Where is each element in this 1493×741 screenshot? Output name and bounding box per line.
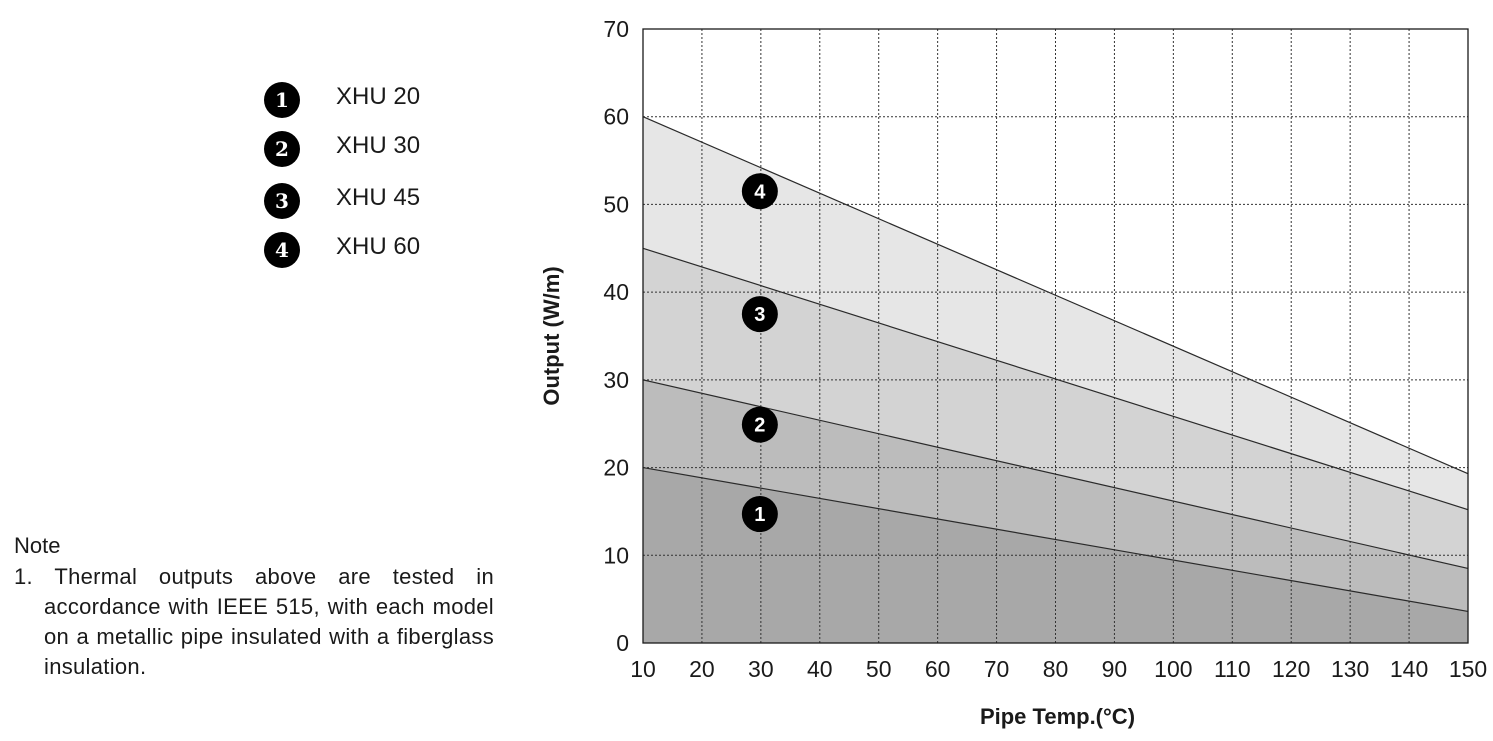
- series-marker-label-2: 2: [754, 415, 765, 437]
- legend-label-xhu-60: XHU 60: [336, 233, 421, 260]
- series-marker-2: [741, 406, 778, 443]
- x-tick-label: 120: [1272, 656, 1310, 682]
- x-tick-label: 80: [1043, 656, 1069, 682]
- series-marker-label-1: 1: [754, 504, 765, 526]
- legend-badge-1: 1: [264, 82, 300, 118]
- series-marker-1: [741, 496, 778, 533]
- plot-border: [642, 28, 1469, 644]
- chart-grid: [643, 29, 1468, 643]
- y-tick-label: 0: [616, 630, 629, 656]
- x-tick-label: 10: [630, 656, 656, 682]
- series-marker-4: [741, 173, 778, 210]
- legend-label-xhu-30: XHU 30: [336, 132, 421, 159]
- legend-item-xhu-45: 3 XHU 45: [264, 181, 464, 219]
- series-marker-label-4: 4: [754, 181, 766, 203]
- x-tick-label: 100: [1154, 656, 1192, 682]
- series-marker-3: [741, 296, 778, 333]
- x-tick-label: 130: [1331, 656, 1369, 682]
- series-line-4: [642, 116, 1469, 475]
- x-tick-label: 110: [1214, 656, 1251, 682]
- legend-item-xhu-60: 4 XHU 60: [264, 230, 464, 268]
- y-tick-label: 40: [603, 279, 629, 305]
- legend-badge-2: 2: [264, 131, 300, 167]
- series-line-2: [642, 379, 1469, 570]
- x-tick-label: 30: [748, 656, 774, 682]
- legend-item-xhu-20: 1 XHU 20: [264, 80, 464, 118]
- chart-series-lines: [642, 116, 1469, 613]
- note-title: Note: [14, 533, 61, 558]
- series-line-3: [642, 247, 1469, 511]
- y-tick-label: 70: [603, 16, 629, 42]
- x-tick-label: 150: [1449, 656, 1487, 682]
- y-tick-label: 60: [603, 104, 629, 130]
- y-tick-labels: 0 10 20 30 40 50 60 70: [603, 16, 629, 656]
- y-tick-label: 50: [603, 191, 629, 217]
- legend-item-xhu-30: 2 XHU 30: [264, 129, 464, 167]
- y-tick-label: 20: [603, 455, 629, 481]
- y-axis-title: Output (W/m): [539, 266, 564, 405]
- legend-label-xhu-20: XHU 20: [336, 83, 421, 110]
- legend-badge-4: 4: [264, 232, 300, 268]
- series-line-1: [642, 466, 1469, 613]
- x-tick-label: 70: [984, 656, 1010, 682]
- note-text: 1. Thermal outputs above are tested in a…: [14, 564, 494, 679]
- legend: 1 XHU 20 2 XHU 30 3 XHU 45 4 XHU 60: [264, 80, 464, 270]
- note: Note 1. Thermal outputs above are tested…: [14, 532, 494, 682]
- x-tick-label: 50: [866, 656, 892, 682]
- x-tick-label: 60: [925, 656, 951, 682]
- x-tick-label: 140: [1390, 656, 1428, 682]
- legend-label-xhu-45: XHU 45: [336, 184, 421, 211]
- legend-badge-3: 3: [264, 183, 300, 219]
- x-tick-label: 90: [1102, 656, 1128, 682]
- x-axis-title: Pipe Temp.(°C): [980, 704, 1135, 729]
- x-tick-labels: 10 20 30 40 50 60 70 80 90 100 110 120 130 140 150: [630, 656, 1487, 682]
- series-marker-label-3: 3: [754, 304, 765, 326]
- x-tick-label: 20: [689, 656, 715, 682]
- y-tick-label: 30: [603, 367, 629, 393]
- series-markers: 1 2 3 4: [741, 173, 778, 533]
- y-tick-label: 10: [603, 542, 629, 568]
- x-tick-label: 40: [807, 656, 833, 682]
